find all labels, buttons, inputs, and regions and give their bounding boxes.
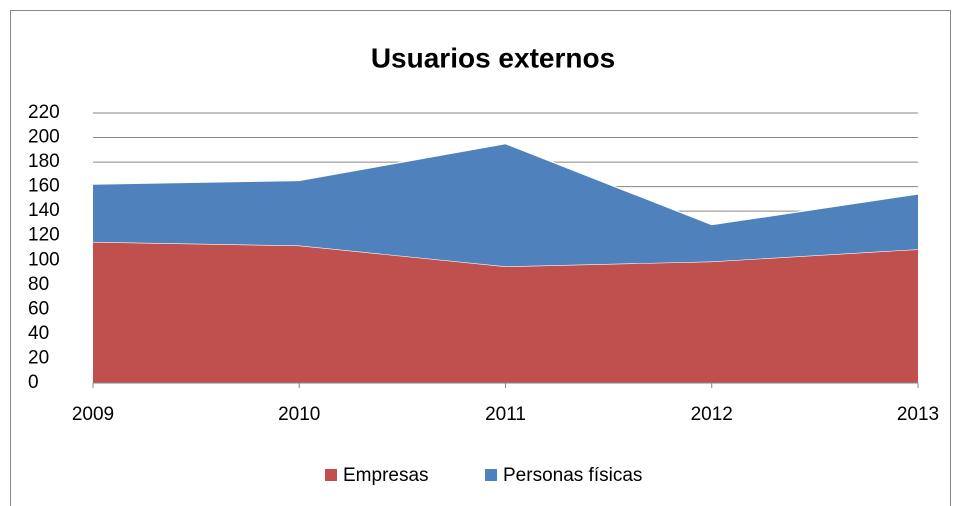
y-tick-label: 20	[28, 347, 49, 368]
x-tick-label: 2010	[278, 404, 320, 425]
y-tick-label: 200	[28, 127, 60, 148]
chart-title: Usuarios externos	[371, 42, 615, 73]
area-edge	[92, 143, 919, 226]
legend-label: Empresas	[343, 465, 429, 486]
legend-swatch	[325, 469, 337, 481]
x-tick-label: 2012	[691, 404, 733, 425]
y-tick-label: 180	[28, 151, 60, 172]
x-tick-label: 2013	[897, 404, 939, 425]
y-tick-label: 120	[28, 225, 60, 246]
area	[93, 143, 918, 267]
y-tick-label: 160	[28, 176, 60, 197]
y-tick-label: 100	[28, 249, 60, 270]
y-tick-label: 0	[28, 372, 39, 393]
y-tick-label: 80	[28, 274, 49, 295]
area	[93, 241, 918, 383]
y-tick-label: 60	[28, 298, 49, 319]
legend-swatch	[485, 469, 497, 481]
legend-label: Personas físicas	[503, 465, 642, 486]
x-tick-label: 2009	[72, 404, 114, 425]
y-tick-label: 220	[28, 102, 60, 123]
x-tick-label: 2011	[485, 404, 526, 425]
y-tick-label: 40	[28, 323, 49, 344]
y-tick-label: 140	[28, 200, 60, 221]
